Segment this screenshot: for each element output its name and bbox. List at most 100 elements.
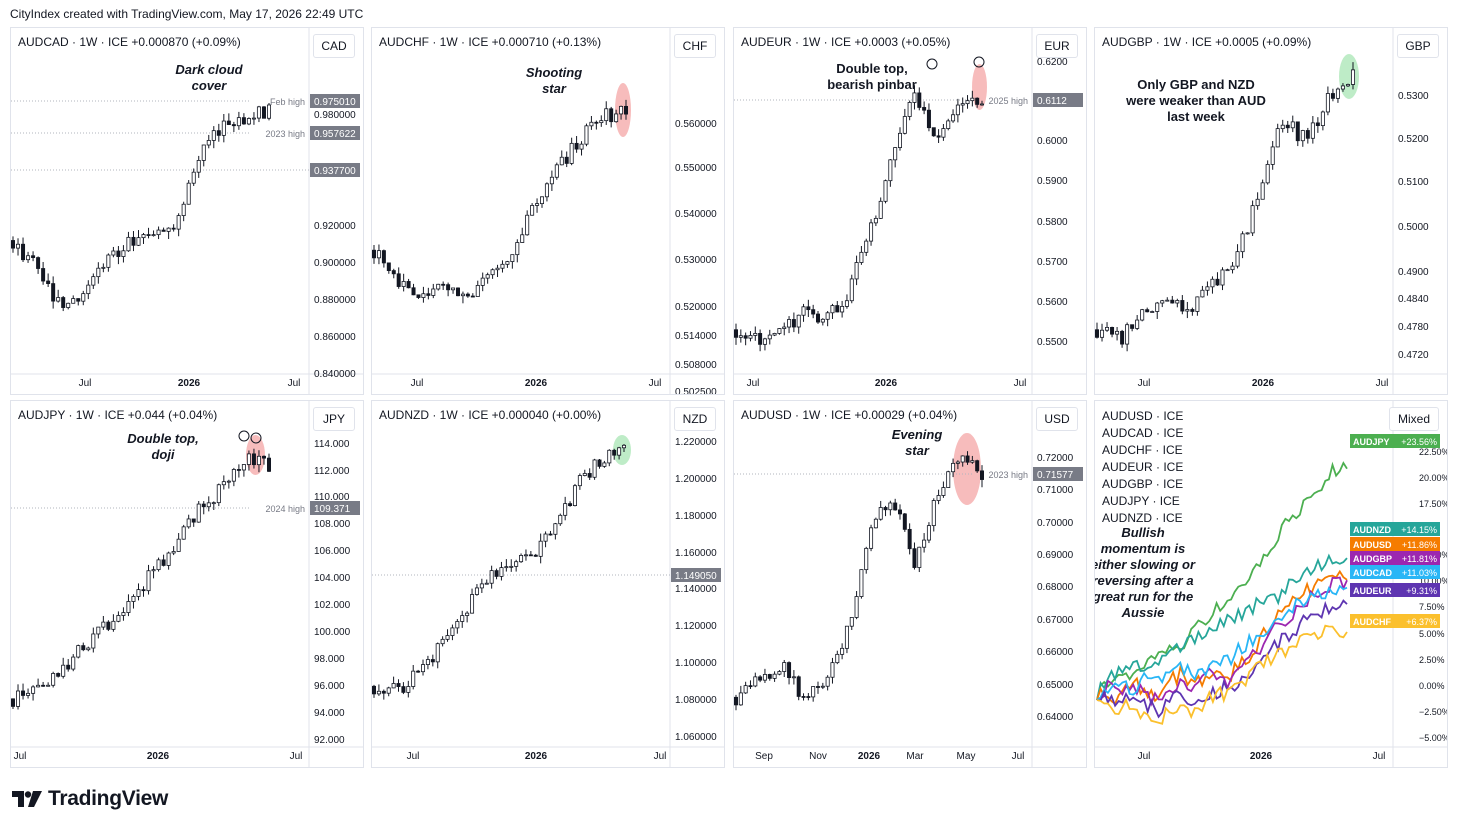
currency-scale-button[interactable]: NZD [674,407,716,431]
candle [811,686,816,702]
price-tag-value: 0.6112 [1037,96,1067,107]
price-chart-audjpy[interactable]: 2024 high 109.371 114.000 112.000 110.000 108… [11,401,364,768]
legend-entry[interactable]: AUDCHF · ICE [1102,443,1183,457]
candle [391,268,396,279]
candle [835,650,840,665]
series-name: AUDGBP [1353,554,1392,564]
legend-entry[interactable]: AUDEUR · ICE [1102,460,1184,474]
comparison-chart[interactable]: 22.50%20.00%17.50%12.50%10.00%7.50%5.00%… [1095,401,1448,768]
chart-annotation: Double top, doji [127,431,199,462]
currency-scale-button[interactable]: Mixed [1389,407,1439,431]
currency-scale-button[interactable]: CAD [313,34,355,58]
chart-panel-audchf[interactable]: 0.560000 0.550000 0.540000 0.530000 0.520000… [371,27,725,395]
x-tick-label: Jul [411,378,424,389]
currency-scale-button[interactable]: GBP [1397,34,1439,58]
candle [116,611,121,623]
y-tick-label: 0.980000 [314,110,356,121]
candle [381,689,386,700]
candle [543,531,548,548]
candle [41,261,46,285]
y-tick-label: 114.000 [314,439,350,450]
candle [912,542,917,570]
candle [806,693,811,701]
candle [495,264,500,278]
y-tick-label: −2.50% [1419,707,1448,717]
price-chart-audnzd[interactable]: 1.149050 1.220000 1.200000 1.180000 1.160000… [372,401,725,768]
candle [975,97,980,108]
candle [830,657,835,684]
candle [186,514,191,529]
y-tick-label: 0.69000 [1037,550,1074,561]
candle [748,331,753,342]
price-chart-audchf[interactable]: 0.560000 0.550000 0.540000 0.530000 0.520000… [372,28,725,395]
candle [141,232,146,244]
candle [484,579,489,585]
legend-entry[interactable]: AUDJPY · ICE [1102,494,1180,508]
chart-panel-audeur[interactable]: 2025 high 0.6112 0.6200 0.6000 0.5900 0.5800 0… [733,27,1087,395]
currency-scale-button[interactable]: JPY [313,407,355,431]
candle [893,498,898,511]
candle [460,610,465,628]
level-label: 2023 high [988,470,1028,480]
chart-panel-audgbp[interactable]: 0.5300 0.5200 0.5100 0.5000 0.4900 0.4840 0.47… [1094,27,1448,395]
series-name: AUDJPY [1353,437,1390,447]
price-chart-audgbp[interactable]: 0.5300 0.5200 0.5100 0.5000 0.4900 0.4840 0.47… [1095,28,1448,395]
chart-panel-mixed[interactable]: 22.50%20.00%17.50%12.50%10.00%7.50%5.00%… [1094,400,1448,768]
series-tag-audusd: AUDUSD +11.86% [1350,537,1440,551]
y-tick-label: 1.080000 [675,695,717,706]
y-tick-label: 0.72000 [1037,453,1074,464]
candle [979,100,984,106]
y-tick-label: 0.4840 [1398,294,1429,305]
price-tag: 0.6112 [1033,93,1083,107]
price-chart-audcad[interactable]: Feb high 0.975010 2023 high 0.957622 0.93770… [11,28,364,395]
currency-scale-button[interactable]: USD [1036,407,1078,431]
candle [782,659,787,678]
y-tick-label: 0.5600 [1037,297,1068,308]
legend-entry[interactable]: AUDCAD · ICE [1102,426,1184,440]
chart-panel-audusd[interactable]: 2023 high 0.71577 0.72000 0.71000 0.70000 0.6… [733,400,1087,768]
chart-panel-audcad[interactable]: Feb high 0.975010 2023 high 0.957622 0.93770… [10,27,364,395]
y-tick-label: 22.50% [1419,447,1448,457]
candle [520,227,525,243]
candle [1155,301,1160,319]
candle [553,522,558,540]
candle [849,617,854,631]
candle [396,679,401,692]
legend-entry[interactable]: AUDNZD · ICE [1102,511,1183,525]
candle [31,685,36,701]
candle [376,684,381,696]
x-tick-label: 2026 [858,751,881,762]
currency-scale-button[interactable]: EUR [1036,34,1078,58]
tradingview-logo[interactable]: TradingView [12,787,168,811]
candle [758,675,763,683]
legend-entry[interactable]: AUDUSD · ICE [1102,409,1184,423]
candle [251,448,256,469]
candle [11,236,15,253]
price-chart-audeur[interactable]: 2025 high 0.6112 0.6200 0.6000 0.5900 0.5800 0… [734,28,1087,395]
y-tick-label: 0.900000 [314,258,356,269]
chart-panel-audnzd[interactable]: 1.149050 1.220000 1.200000 1.180000 1.160000… [371,400,725,768]
candle [599,115,604,127]
chart-annotation: Evening star [891,427,943,458]
candle [528,551,533,557]
legend-entry[interactable]: AUDGBP · ICE [1102,477,1184,491]
y-tick-label: 0.508000 [675,360,717,371]
candle [811,304,816,319]
chart-panel-audjpy[interactable]: 2024 high 109.371 114.000 112.000 110.000 108… [10,400,364,768]
candle [510,254,515,269]
candle [941,124,946,141]
candle [406,680,411,698]
candle [56,289,61,303]
candle [111,246,116,258]
candle [236,111,241,130]
x-tick-label: Jul [79,378,92,389]
panel-title: AUDUSD · 1W · ICE +0.00029 (+0.04%) [741,408,958,422]
currency-scale-button[interactable]: CHF [674,34,716,58]
price-tag-value: 0.937700 [314,166,356,177]
y-tick-label: 1.100000 [675,658,717,669]
tradingview-logo-icon [12,791,42,807]
y-tick-label: 2.50% [1419,655,1445,665]
candle [96,262,101,284]
price-chart-audusd[interactable]: 2023 high 0.71577 0.72000 0.71000 0.70000 0.6… [734,401,1087,768]
candle [131,231,136,252]
